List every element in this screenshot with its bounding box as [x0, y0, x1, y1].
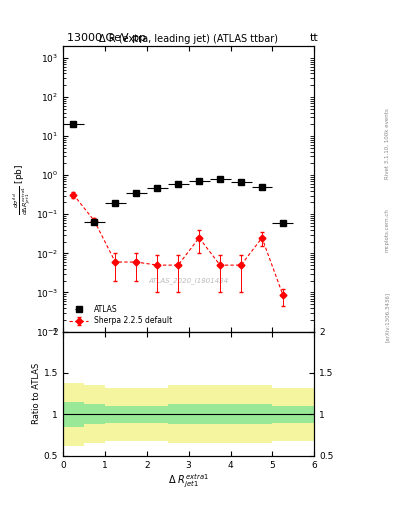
Y-axis label: Ratio to ATLAS: Ratio to ATLAS	[32, 363, 41, 424]
Bar	[189, 386, 209, 443]
Text: ATLAS_2020_I1801434: ATLAS_2020_I1801434	[149, 277, 229, 284]
Bar	[231, 386, 252, 443]
Title: Δ R (extra, leading jet) (ATLAS ttbar): Δ R (extra, leading jet) (ATLAS ttbar)	[99, 34, 278, 44]
Bar	[252, 404, 272, 424]
Bar	[209, 386, 231, 443]
Text: 13000 GeV pp: 13000 GeV pp	[67, 33, 146, 44]
Bar	[147, 406, 168, 422]
Bar	[105, 388, 126, 441]
Bar	[126, 406, 147, 422]
Bar	[252, 386, 272, 443]
Bar	[63, 402, 84, 426]
Bar	[126, 388, 147, 441]
Bar	[147, 388, 168, 441]
X-axis label: $\Delta\ R_{jet1}^{extra1}$: $\Delta\ R_{jet1}^{extra1}$	[168, 472, 209, 489]
Bar	[84, 386, 105, 443]
Bar	[294, 388, 314, 441]
Bar	[168, 404, 189, 424]
Text: [arXiv:1306.3436]: [arXiv:1306.3436]	[385, 292, 389, 343]
Bar	[189, 404, 209, 424]
Text: tt: tt	[310, 33, 318, 44]
Bar	[231, 404, 252, 424]
Text: mcplots.cern.ch: mcplots.cern.ch	[385, 208, 389, 252]
Bar	[294, 406, 314, 422]
Bar	[168, 386, 189, 443]
Text: Rivet 3.1.10, 100k events: Rivet 3.1.10, 100k events	[385, 108, 389, 179]
Bar	[105, 406, 126, 422]
Y-axis label: $\frac{d\sigma^{fid}}{d\Delta R_{jet1}^{extra1}}$ [pb]: $\frac{d\sigma^{fid}}{d\Delta R_{jet1}^{…	[11, 163, 33, 215]
Bar	[272, 388, 294, 441]
Bar	[272, 406, 294, 422]
Bar	[209, 404, 231, 424]
Bar	[84, 404, 105, 424]
Legend: ATLAS, Sherpa 2.2.5 default: ATLAS, Sherpa 2.2.5 default	[67, 303, 175, 328]
Bar	[63, 383, 84, 446]
